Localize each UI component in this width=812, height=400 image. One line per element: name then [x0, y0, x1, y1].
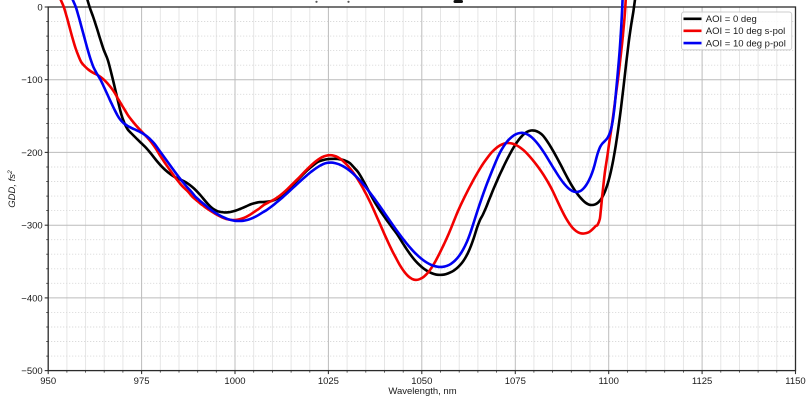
svg-text:−300: −300: [21, 221, 42, 232]
svg-text:Wavelength, nm: Wavelength, nm: [388, 386, 456, 397]
svg-text:1050: 1050: [411, 376, 432, 387]
svg-text:AOI = 0 deg: AOI = 0 deg: [706, 14, 757, 25]
svg-text:950: 950: [40, 376, 56, 387]
svg-text:1150: 1150: [785, 376, 805, 387]
svg-text:−500: −500: [21, 366, 42, 377]
svg-text:0: 0: [37, 2, 42, 13]
svg-text:−100: −100: [21, 75, 42, 86]
svg-text:1075: 1075: [505, 376, 526, 387]
svg-text:975: 975: [134, 376, 150, 387]
svg-text:GDD, fs2: GDD, fs2: [7, 170, 18, 208]
svg-text:1125: 1125: [692, 376, 712, 387]
svg-text:1100: 1100: [598, 376, 618, 387]
svg-text:−200: −200: [21, 148, 42, 159]
svg-text:AOI = 10 deg s-pol: AOI = 10 deg s-pol: [706, 26, 785, 37]
svg-text:1000: 1000: [224, 376, 245, 387]
svg-text:−400: −400: [21, 293, 42, 304]
svg-text:1025: 1025: [318, 376, 339, 387]
svg-text:AOI = 10 deg p-pol: AOI = 10 deg p-pol: [706, 38, 786, 49]
